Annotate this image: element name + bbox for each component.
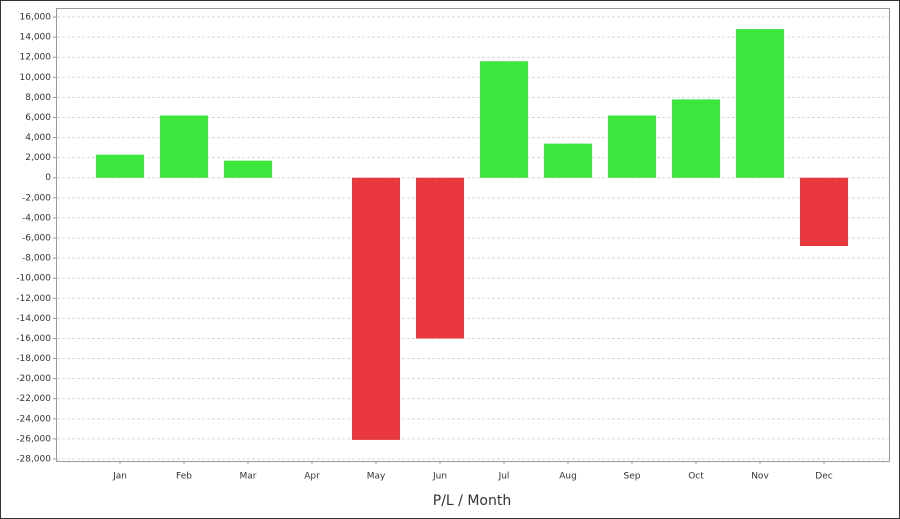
x-axis-label: P/L / Month: [433, 493, 511, 509]
x-tick-label: Jun: [432, 472, 447, 482]
y-tick-label: 10,000: [20, 73, 52, 83]
y-tick-label: 2,000: [25, 153, 51, 163]
x-tick-label: May: [367, 472, 386, 482]
x-tick-label: Aug: [559, 472, 577, 482]
x-tick-label: Jan: [112, 472, 127, 482]
bar: [800, 177, 848, 247]
y-tick-label: -20,000: [16, 374, 51, 384]
y-tick-label: -18,000: [16, 354, 51, 364]
y-tick-label: -10,000: [16, 274, 51, 284]
bar: [416, 177, 464, 339]
y-tick-label: 8,000: [25, 93, 51, 103]
bar: [224, 160, 272, 178]
bar: [672, 99, 720, 178]
x-tick-label: Jul: [498, 472, 510, 482]
y-tick-label: -14,000: [16, 314, 51, 324]
y-tick-label: -28,000: [16, 454, 51, 464]
bar: [96, 154, 144, 178]
y-tick-label: -8,000: [22, 254, 51, 264]
y-tick-label: 0: [45, 173, 51, 183]
y-tick-label: 14,000: [20, 33, 52, 43]
bar: [480, 61, 528, 178]
x-tick-label: Oct: [688, 472, 704, 482]
y-tick-label: 12,000: [20, 53, 52, 63]
y-tick-label: -26,000: [16, 434, 51, 444]
y-tick-label: -16,000: [16, 334, 51, 344]
y-tick-label: -24,000: [16, 414, 51, 424]
y-tick-label: -2,000: [22, 193, 51, 203]
y-tick-label: -12,000: [16, 294, 51, 304]
y-tick-label: 16,000: [20, 13, 52, 23]
x-tick-label: Dec: [815, 472, 832, 482]
y-tick-label: -22,000: [16, 394, 51, 404]
bar: [736, 29, 784, 178]
y-tick-label: 6,000: [25, 113, 51, 123]
x-tick-label: Nov: [751, 472, 769, 482]
bar: [160, 115, 208, 178]
x-tick-label: Mar: [240, 472, 257, 482]
bar: [544, 143, 592, 178]
x-tick-label: Sep: [624, 472, 641, 482]
x-tick-label: Feb: [176, 472, 192, 482]
y-tick-label: -4,000: [22, 213, 51, 223]
bar: [608, 115, 656, 178]
x-tick-label: Apr: [304, 472, 320, 482]
y-tick-label: -6,000: [22, 234, 51, 244]
bar: [352, 177, 400, 440]
y-tick-label: 4,000: [25, 133, 51, 143]
